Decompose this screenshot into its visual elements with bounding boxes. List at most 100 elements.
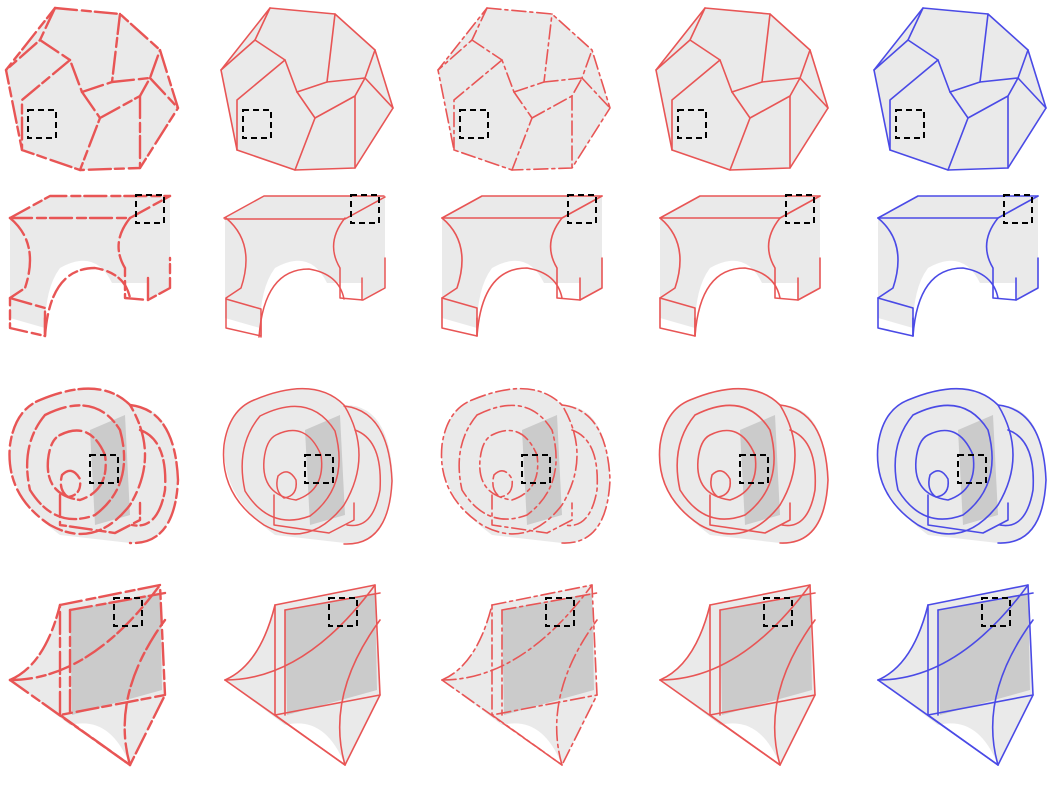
edge-curve (894, 404, 993, 520)
edge-curve (225, 217, 262, 337)
edge-curve (8, 603, 62, 682)
shape-surface (10, 196, 170, 328)
render-ring-disc-reference-reference (876, 387, 1047, 544)
edge-curve (915, 429, 975, 501)
zoom-region-box (328, 597, 358, 627)
edge-curve (110, 48, 162, 84)
edge-curve (476, 267, 563, 337)
edge-curve (779, 404, 829, 544)
shape-inner-face (958, 415, 998, 525)
edge-curve (453, 59, 503, 151)
edge-curve (364, 77, 394, 109)
zoom-region-box (895, 109, 925, 139)
edge-curve (659, 584, 811, 681)
edge-curve (332, 217, 386, 301)
zoom-region-box (350, 194, 380, 224)
edge-curve (274, 714, 346, 766)
edge-curve (563, 429, 599, 527)
edge-curve (8, 216, 47, 338)
zoom-region-box (785, 194, 815, 224)
zoom-region-box (304, 454, 334, 484)
edge-curve (671, 59, 721, 151)
shape-surface (225, 196, 385, 328)
edge-curve (928, 470, 950, 498)
edge-curve (877, 604, 929, 681)
edge-curve (8, 387, 147, 535)
edge-curve (46, 429, 107, 502)
edge-curve (130, 428, 167, 527)
render-dodecahedron-reference-reference (873, 7, 1047, 171)
zoom-region-box (677, 109, 707, 139)
edge-curve (273, 494, 355, 534)
edge-curve (491, 494, 573, 534)
render-ring-disc-wobbly-prediction (222, 387, 393, 545)
shape-inner-face (305, 415, 345, 525)
edge-curve (501, 592, 598, 611)
zoom-region-box (27, 109, 57, 139)
edge-curve (549, 217, 603, 301)
edge-curve (263, 429, 323, 501)
render-dodecahedron-dashed-prediction (437, 7, 611, 171)
edge-curve (225, 298, 262, 338)
edge-curve (927, 494, 1009, 534)
edge-curve (441, 195, 603, 219)
edge-curve (927, 714, 999, 766)
edge-curve (8, 583, 162, 682)
shape-inner-face (70, 593, 162, 715)
edge-curve (8, 296, 47, 338)
edge-curve (773, 619, 816, 766)
edge-curve (479, 429, 539, 501)
edge-curve (877, 217, 914, 337)
edge-curve (1017, 77, 1047, 109)
edge-curve (68, 591, 167, 612)
zoom-region-box (957, 454, 987, 484)
edge-curve (343, 405, 393, 545)
edge-curve (659, 297, 696, 337)
edge-curve (912, 267, 999, 337)
edge-curve (59, 469, 82, 499)
edge-curve (128, 403, 180, 545)
edge-curve (991, 619, 1034, 766)
edge-curve (338, 619, 381, 766)
render-dodecahedron-clean-prediction (220, 7, 394, 171)
edge-curve (284, 592, 381, 611)
render-swept-plate-dashed-prediction (441, 584, 598, 766)
edge-curve (658, 387, 796, 535)
shape-inner-face (90, 415, 130, 525)
zoom-region-box (1003, 194, 1033, 224)
edge-curve (781, 429, 817, 527)
zoom-region-box (113, 597, 143, 627)
shape-inner-face (740, 415, 780, 525)
edge-curve (710, 470, 732, 498)
edge-curve (659, 604, 711, 681)
edge-curve (8, 194, 172, 220)
edge-curve (985, 217, 1039, 301)
edge-curve (877, 584, 1029, 681)
edge-curve (43, 266, 132, 338)
edge-curve (767, 217, 821, 301)
edge-curve (258, 268, 345, 338)
edge-curve (889, 59, 939, 151)
edge-curve (123, 618, 167, 767)
edge-curve (458, 404, 557, 520)
render-arch-block-clean-prediction (441, 194, 603, 337)
edge-curve (694, 267, 781, 337)
render-swept-plate-clean-prediction (224, 584, 381, 766)
edge-curve (441, 584, 593, 681)
shape-inner-face (522, 415, 562, 525)
zoom-region-box (89, 454, 119, 484)
edge-curve (719, 592, 816, 611)
render-ring-disc-clean-prediction (658, 387, 829, 544)
edge-curve (997, 404, 1047, 544)
edge-curve (58, 583, 167, 717)
zoom-region-box (567, 194, 597, 224)
zoom-region-box (763, 597, 793, 627)
edge-curve (276, 471, 297, 499)
edge-curve (236, 59, 286, 151)
edge-curve (148, 76, 180, 110)
edge-curve (117, 216, 172, 302)
edge-curve (659, 195, 821, 219)
edge-curve (927, 584, 1034, 716)
edge-curve (25, 404, 126, 521)
edge-curve (224, 584, 376, 681)
